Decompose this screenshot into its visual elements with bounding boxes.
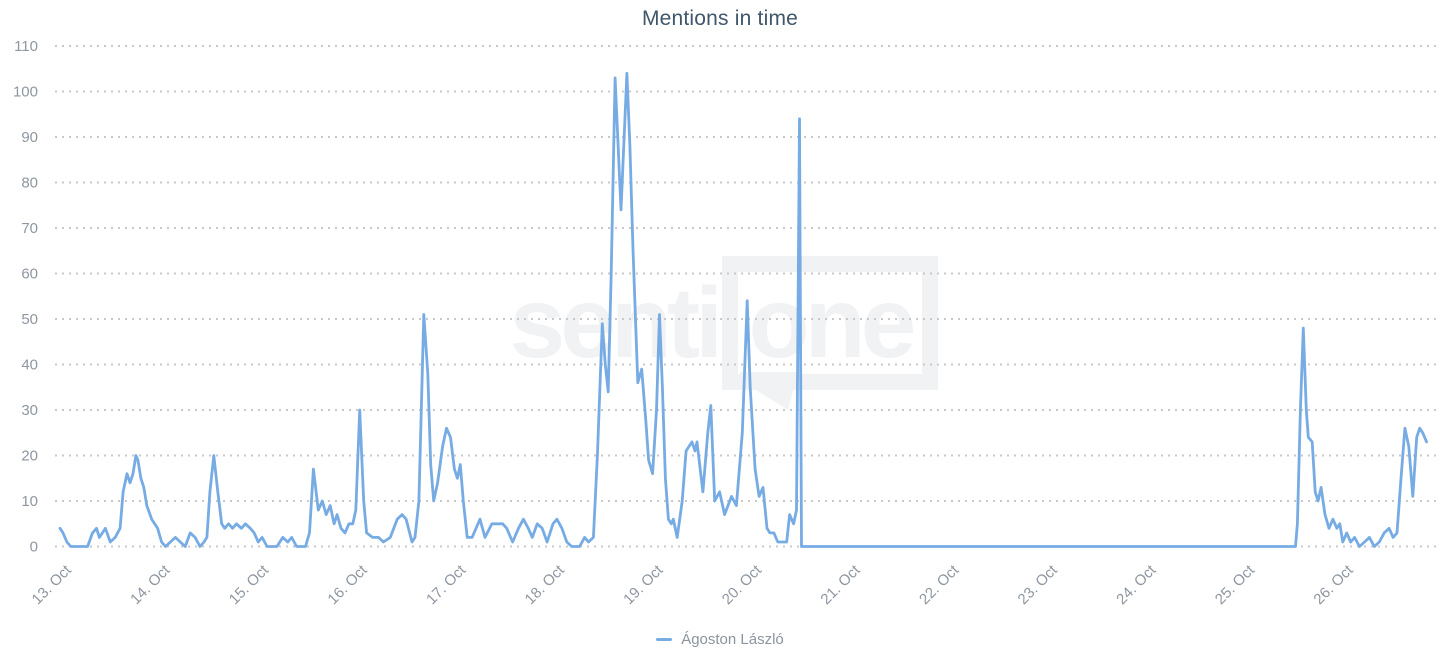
x-axis-label: 13. Oct bbox=[29, 561, 76, 608]
y-axis-label: 0 bbox=[30, 539, 38, 556]
x-axis-label: 26. Oct bbox=[1310, 561, 1357, 608]
chart-title: Mentions in time bbox=[641, 7, 799, 30]
y-axis-label: 110 bbox=[14, 38, 38, 55]
x-axis-label: 14. Oct bbox=[127, 561, 174, 608]
y-axis-label: 20 bbox=[21, 448, 38, 465]
series-line-agoston-laszlo bbox=[58, 71, 1428, 548]
watermark-text-left: senti bbox=[510, 267, 718, 379]
plot-area: senti one 0 10 20 30 40 50 60 70 80 90 100 110 13. Oct… bbox=[13, 38, 1437, 608]
x-axis-label: 24. Oct bbox=[1113, 561, 1160, 608]
y-axis-label: 50 bbox=[21, 311, 38, 328]
x-axis-label: 20. Oct bbox=[719, 561, 766, 608]
legend-item-agoston-laszlo[interactable]: Ágoston László bbox=[656, 631, 784, 648]
x-axis-label: 25. Oct bbox=[1212, 561, 1259, 608]
y-axis-label: 100 bbox=[13, 84, 38, 101]
x-axis-label: 19. Oct bbox=[620, 561, 667, 608]
y-axis-label: 60 bbox=[21, 266, 38, 283]
y-axis-label: 80 bbox=[21, 175, 38, 192]
sentione-watermark: senti one bbox=[510, 256, 938, 410]
x-axis-label: 21. Oct bbox=[817, 561, 864, 608]
y-axis-label: 70 bbox=[21, 220, 38, 237]
x-axis-label: 15. Oct bbox=[226, 561, 273, 608]
y-axis-label: 10 bbox=[21, 493, 38, 510]
legend-line-marker bbox=[656, 638, 673, 641]
x-axis-label: 17. Oct bbox=[423, 561, 470, 608]
y-axis-label: 40 bbox=[21, 357, 38, 374]
watermark-bubble-tail bbox=[740, 372, 798, 410]
y-axis-label: 90 bbox=[21, 129, 38, 146]
legend-label: Ágoston László bbox=[681, 631, 784, 648]
watermark-bubble-box bbox=[722, 256, 938, 390]
x-axis-label: 22. Oct bbox=[916, 561, 963, 608]
x-axis-label: 18. Oct bbox=[522, 561, 569, 608]
watermark-text-right: one bbox=[749, 267, 914, 379]
legend: Ágoston László bbox=[0, 631, 1440, 648]
y-axis-label: 30 bbox=[21, 402, 38, 419]
x-axis-label: 16. Oct bbox=[324, 561, 371, 608]
x-axis-label: 23. Oct bbox=[1015, 561, 1062, 608]
